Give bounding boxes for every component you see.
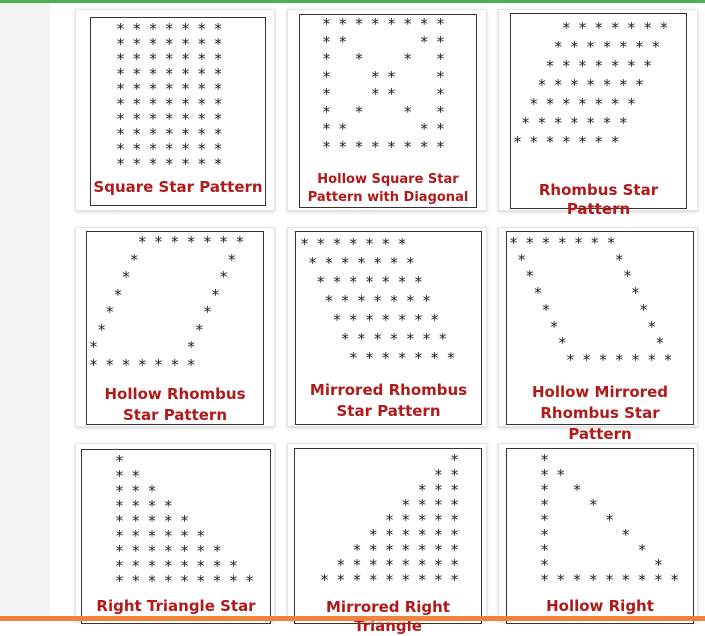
star-pattern: * * * * * * * * * * * * * * * * * * * * … [322,15,445,156]
pattern-card[interactable]: * * * * * * * * * * * * * * * * * * * * … [75,443,275,624]
star-pattern: * * * * * * * * * * * * * * * * * * * * … [115,452,254,590]
caption-line: Star Pattern [122,406,228,424]
star-pattern: * * * * * * * * * * * * * * * * * * * * … [320,451,459,589]
pattern-caption: Rhombus Star Pattern [511,181,686,219]
pattern-card[interactable]: * * * * * * * * * * * * * * * * * * * * … [498,227,698,443]
star-pattern: * * * * * * * * * * * * * * * * * * * * … [89,233,244,374]
pattern-card[interactable]: * * * * * * * * * * * * * * * * * * * * … [75,9,275,211]
pattern-card[interactable]: * * * * * * * * * * * * * * * * * * * * … [75,227,275,427]
pattern-caption: Square Star Pattern [91,178,265,197]
caption-line: Pattern with Diagonal [307,190,469,205]
bottom-accent-bar [0,616,705,621]
pattern-card[interactable]: * * * * * * * * * * * * * * * * * * * * … [498,9,698,218]
caption-line: Right Triangle Star [96,597,256,615]
star-pattern: * * * * * * * * * * * * * * * * * * * * … [513,19,668,151]
caption-line: Rhombus Star Pattern [538,181,659,218]
pattern-caption: Hollow Mirrored Rhombus Star Pattern [507,382,693,445]
caption-line: Star Pattern [336,402,441,420]
caption-line: Hollow Rhombus [104,385,246,403]
pattern-card[interactable]: * * * * * * * * * * * * * * * * * * * * … [287,227,487,427]
pattern-caption: Right Triangle Star [82,597,270,616]
pattern-image: * * * * * * * * * * * * * * * * * * * * … [86,231,264,425]
pattern-card[interactable]: * * * * * * * * * * * * * * * * * * * * … [287,443,487,635]
caption-line: Hollow Right [546,597,654,615]
pattern-image: * * * * * * * * * * * * * * * * * * * * … [295,231,482,425]
left-sidebar [0,3,50,621]
pattern-caption: Hollow Right [507,597,693,616]
pattern-card[interactable]: * * * * * * * * * * * * * * * * * * * * … [498,443,698,624]
pattern-caption: Hollow Square Star Pattern with Diagonal [300,171,476,207]
pattern-caption: Hollow Rhombus Star Pattern [87,384,263,426]
caption-line: Hollow Square Star [317,172,459,187]
pattern-image: * * * * * * * * * * * * * * * * * * * * … [299,14,477,208]
star-pattern: * * * * * * * * * * * * * * * * * * * * … [509,234,673,369]
caption-line: Rhombus Star Pattern [540,404,660,443]
pattern-image: * * * * * * * * * * * * * * * * * * * * … [506,448,694,624]
caption-line: Hollow Mirrored [531,383,668,401]
pattern-card[interactable]: * * * * * * * * * * * * * * * * * * * * … [287,9,487,211]
pattern-image: * * * * * * * * * * * * * * * * * * * * … [294,448,482,635]
pattern-image: * * * * * * * * * * * * * * * * * * * * … [81,449,271,624]
caption-line: Mirrored Rhombus [309,381,468,399]
caption-line: Square Star Pattern [93,178,263,196]
pattern-image: * * * * * * * * * * * * * * * * * * * * … [506,231,694,443]
top-accent-bar [0,0,705,3]
star-pattern: * * * * * * * * * * * * * * * * * * * * … [116,20,223,173]
pattern-image: * * * * * * * * * * * * * * * * * * * * … [90,17,266,206]
star-pattern: * * * * * * * * * * * * * * * * * * * * … [540,451,679,589]
pattern-image: * * * * * * * * * * * * * * * * * * * * … [510,13,687,218]
pattern-caption: Mirrored Rhombus Star Pattern [296,380,481,422]
star-pattern: * * * * * * * * * * * * * * * * * * * * … [300,235,455,367]
